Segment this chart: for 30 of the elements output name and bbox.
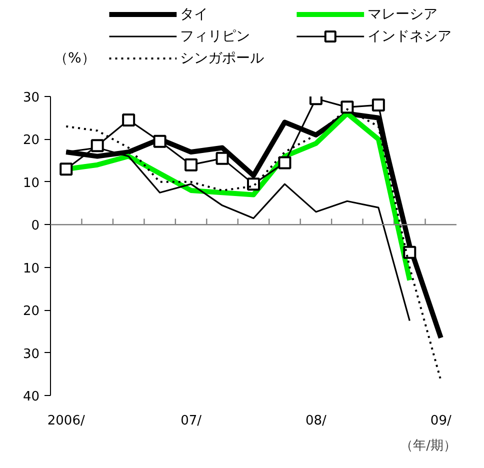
x-axis-title: （年/期） (400, 438, 457, 454)
legend-label: タイ (180, 6, 208, 22)
point (340, 100, 354, 114)
point (278, 156, 292, 170)
y-tick-label: 40 (22, 390, 40, 404)
y-tick-label: 30 (22, 346, 40, 362)
y-tick-label: 0 (31, 218, 40, 234)
x-tick-label: 07/ (180, 414, 202, 428)
x-tick-label: 2006/ (47, 414, 86, 428)
point (184, 158, 198, 172)
y-tick-label: 30 (22, 90, 40, 106)
legend-label: インドネシア (368, 28, 452, 44)
point (403, 246, 416, 259)
x-tick-label: 08/ (306, 414, 328, 428)
y-tick-label: 20 (22, 133, 40, 148)
legend-label: フィリピン (180, 28, 250, 44)
point (153, 134, 166, 148)
y-tick-label: 10 (22, 261, 40, 276)
legend-label: シンガポール (180, 50, 264, 66)
x-tick-label: 09/ (430, 414, 452, 428)
point (372, 98, 385, 112)
point (122, 113, 136, 126)
point (247, 178, 260, 191)
y-tick-label: 10 (22, 176, 40, 191)
point (90, 139, 104, 152)
point (216, 152, 229, 165)
y-axis-title: （%） (54, 50, 96, 66)
point (60, 162, 73, 176)
legend-label: マレーシア (368, 6, 438, 22)
y-tick-label: 20 (22, 304, 40, 320)
